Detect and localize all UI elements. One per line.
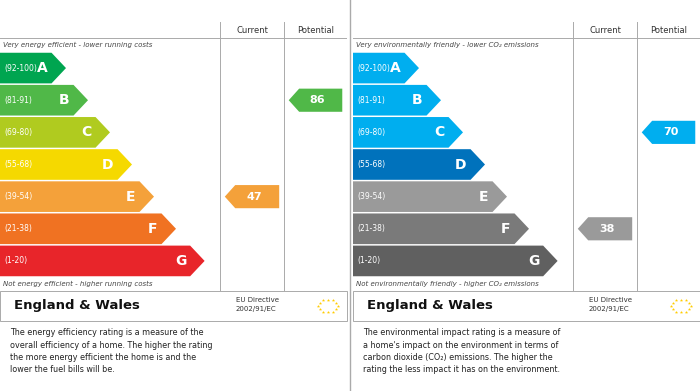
- Text: (55-68): (55-68): [357, 160, 385, 169]
- Polygon shape: [353, 246, 558, 276]
- Text: (21-38): (21-38): [4, 224, 32, 233]
- Polygon shape: [578, 217, 632, 240]
- Text: Environmental Impact (CO₂) Rating: Environmental Impact (CO₂) Rating: [362, 5, 594, 18]
- Text: (69-80): (69-80): [357, 128, 385, 137]
- Text: B: B: [59, 93, 69, 107]
- Polygon shape: [353, 85, 441, 115]
- Polygon shape: [0, 149, 132, 180]
- Text: (1-20): (1-20): [4, 256, 27, 265]
- Text: (81-91): (81-91): [4, 96, 32, 105]
- Text: (92-100): (92-100): [4, 64, 37, 73]
- Text: D: D: [102, 158, 113, 172]
- Text: England & Wales: England & Wales: [367, 300, 493, 312]
- Text: Current: Current: [236, 25, 268, 34]
- Text: D: D: [455, 158, 466, 172]
- Text: Potential: Potential: [297, 25, 334, 34]
- Text: A: A: [390, 61, 400, 75]
- Text: (55-68): (55-68): [4, 160, 32, 169]
- Text: 47: 47: [246, 192, 262, 202]
- Text: EU Directive
2002/91/EC: EU Directive 2002/91/EC: [589, 298, 632, 312]
- Text: E: E: [126, 190, 136, 204]
- Text: (69-80): (69-80): [4, 128, 32, 137]
- Text: Current: Current: [589, 25, 621, 34]
- Text: 38: 38: [599, 224, 615, 234]
- Text: The energy efficiency rating is a measure of the
overall efficiency of a home. T: The energy efficiency rating is a measur…: [10, 328, 213, 375]
- Text: F: F: [501, 222, 510, 236]
- Text: C: C: [434, 126, 444, 139]
- Text: Potential: Potential: [650, 25, 687, 34]
- Text: (39-54): (39-54): [357, 192, 385, 201]
- Polygon shape: [0, 181, 154, 212]
- Text: G: G: [528, 254, 539, 268]
- Polygon shape: [353, 213, 529, 244]
- Text: Not environmentally friendly - higher CO₂ emissions: Not environmentally friendly - higher CO…: [356, 281, 539, 287]
- Polygon shape: [225, 185, 279, 208]
- Polygon shape: [353, 181, 507, 212]
- Text: England & Wales: England & Wales: [14, 300, 140, 312]
- Text: (21-38): (21-38): [357, 224, 385, 233]
- Polygon shape: [0, 85, 88, 115]
- Polygon shape: [353, 149, 485, 180]
- Polygon shape: [353, 117, 463, 148]
- Text: B: B: [412, 93, 423, 107]
- Text: Very environmentally friendly - lower CO₂ emissions: Very environmentally friendly - lower CO…: [356, 42, 538, 48]
- Text: A: A: [37, 61, 48, 75]
- Polygon shape: [642, 121, 695, 144]
- Text: F: F: [148, 222, 158, 236]
- Polygon shape: [0, 246, 204, 276]
- Text: Energy Efficiency Rating: Energy Efficiency Rating: [8, 5, 172, 18]
- Text: EU Directive
2002/91/EC: EU Directive 2002/91/EC: [236, 298, 279, 312]
- Text: 70: 70: [663, 127, 678, 137]
- Text: (39-54): (39-54): [4, 192, 32, 201]
- Text: C: C: [81, 126, 92, 139]
- Polygon shape: [0, 53, 66, 83]
- Text: G: G: [175, 254, 186, 268]
- Text: The environmental impact rating is a measure of
a home's impact on the environme: The environmental impact rating is a mea…: [363, 328, 561, 375]
- Polygon shape: [0, 213, 176, 244]
- Text: E: E: [479, 190, 489, 204]
- Polygon shape: [288, 89, 342, 112]
- Text: Not energy efficient - higher running costs: Not energy efficient - higher running co…: [3, 281, 153, 287]
- Text: 86: 86: [310, 95, 326, 105]
- Text: Very energy efficient - lower running costs: Very energy efficient - lower running co…: [3, 42, 153, 48]
- Polygon shape: [0, 117, 110, 148]
- Text: (81-91): (81-91): [357, 96, 385, 105]
- Polygon shape: [353, 53, 419, 83]
- Text: (92-100): (92-100): [357, 64, 390, 73]
- Text: (1-20): (1-20): [357, 256, 380, 265]
